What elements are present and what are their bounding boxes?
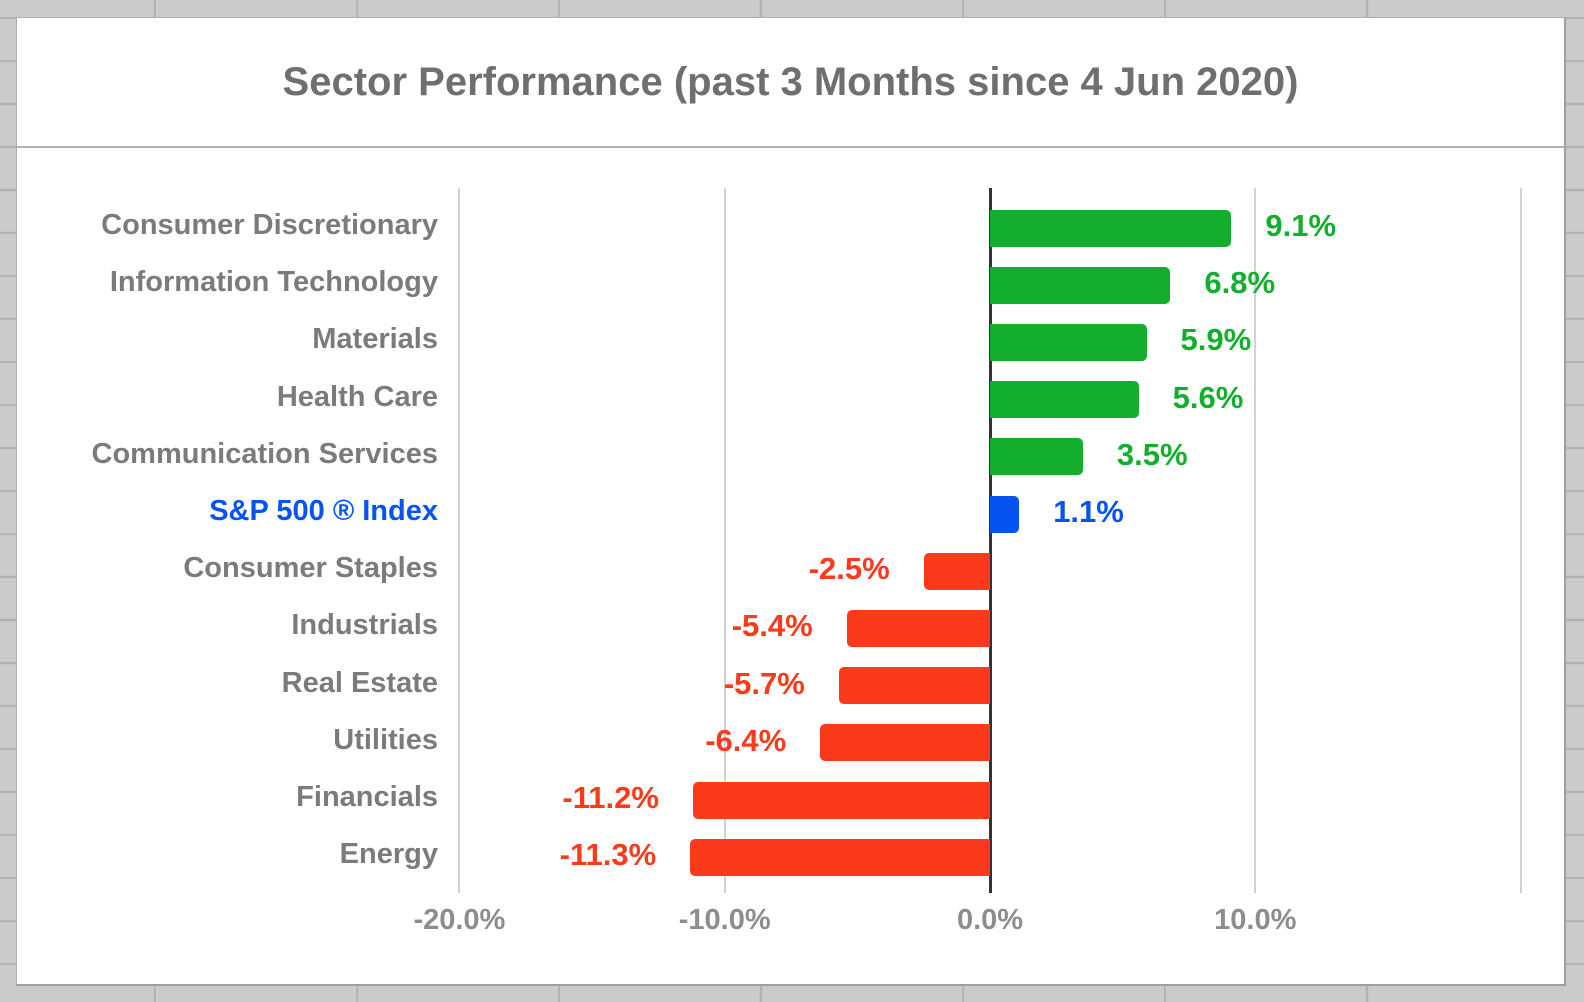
category-label: Consumer Discretionary [101,209,438,241]
chart-title: Sector Performance (past 3 Months since … [282,59,1299,104]
category-label: Industrials [291,609,438,642]
gridline [458,188,461,893]
category-label: Information Technology [109,266,438,299]
gridline [1519,188,1522,893]
bar [990,266,1171,304]
bar [923,552,990,590]
value-label: 1.1% [1053,494,1124,529]
axis-tick-label: 0.0% [956,904,1024,936]
bar [990,381,1139,419]
bar [820,724,990,762]
bar [990,438,1083,476]
bar [990,323,1147,361]
value-label: 9.1% [1265,208,1337,243]
category-label: Real Estate [281,666,438,699]
category-label: Consumer Staples [183,552,438,585]
bar [690,838,990,876]
category-label: Energy [339,838,438,871]
axis-tick-label: -10.0% [678,904,771,936]
category-label: Health Care [276,380,438,413]
axis-tick-label: 10.0% [1214,904,1297,936]
value-label: -5.4% [731,608,813,644]
value-label: -5.7% [723,665,805,701]
bar [846,609,990,647]
gridline [723,188,726,893]
bar [990,209,1232,247]
zero-axis-line [989,188,992,893]
value-label: -11.3% [559,837,657,873]
bar-chart-panel[interactable]: -20.0% -10.0% 0.0% 10.0% Consumer Discretion… [16,148,1566,986]
value-label: -2.5% [808,551,890,587]
category-label: Financials [296,781,438,813]
category-label: S&P 500 ® Index [209,495,438,527]
value-label: 5.6% [1172,379,1244,415]
value-label: -11.2% [562,780,659,815]
bar [990,495,1020,533]
value-label: 6.8% [1204,265,1276,301]
value-label: 3.5% [1116,436,1188,472]
value-label: -6.4% [705,722,787,758]
value-label: 5.9% [1180,322,1252,358]
chart-title-panel[interactable]: Sector Performance (past 3 Months since … [16,17,1566,148]
category-label: Communication Services [91,437,439,470]
bar [692,781,990,819]
bar [838,667,990,705]
category-label: Utilities [333,723,438,756]
category-label: Materials [312,323,438,356]
axis-tick-label: -20.0% [413,904,506,936]
gridline [1254,188,1257,893]
